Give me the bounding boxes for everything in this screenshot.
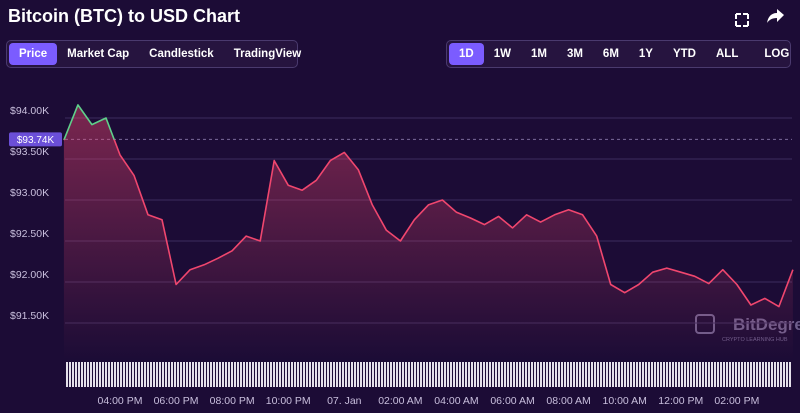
tab-button[interactable]: Price: [9, 43, 58, 65]
x-tick-label: 10:00 PM: [266, 395, 311, 407]
x-tick-label: 04:00 PM: [98, 395, 143, 407]
y-tick-label: $94.00K: [10, 105, 49, 117]
y-tick-label: $93.50K: [10, 146, 49, 158]
x-tick-label: 10:00 AM: [603, 395, 647, 407]
range-button[interactable]: YTD: [672, 48, 696, 60]
x-tick-label: 07. Jan: [327, 395, 362, 407]
range-button[interactable]: 6M: [602, 48, 619, 60]
reference-label: $93.74K: [17, 135, 55, 146]
price-line: [63, 104, 794, 308]
y-tick-label: $93.00K: [10, 187, 49, 199]
tab-button[interactable]: TradingView: [233, 48, 302, 60]
expand-icon[interactable]: [735, 13, 749, 27]
y-tick-label: $92.00K: [10, 269, 49, 281]
tab-button[interactable]: Market Cap: [67, 48, 130, 60]
x-tick-label: 08:00 AM: [546, 395, 590, 407]
watermark-name: BitDegree: [733, 315, 800, 334]
x-tick-label: 02:00 PM: [714, 395, 759, 407]
range-button[interactable]: 3M: [566, 48, 583, 60]
log-button[interactable]: LOG: [764, 48, 790, 60]
chart-title: Bitcoin (BTC) to USD Chart: [8, 6, 240, 26]
reference-badge: [9, 132, 62, 147]
price-area: [63, 104, 793, 360]
range-button[interactable]: 1M: [530, 48, 547, 60]
x-tick-label: 08:00 PM: [210, 395, 255, 407]
x-tick-label: 04:00 AM: [434, 395, 478, 407]
tab-group: Price Market Cap Candlestick TradingView: [6, 40, 301, 68]
range-group: 1D 1W 1M 3M 6M 1Y YTD ALL LOG: [446, 40, 791, 68]
y-tick-label: $91.50K: [10, 310, 49, 322]
watermark-logo: [695, 314, 715, 334]
watermark-tagline: CRYPTO LEARNING HUB: [722, 337, 788, 343]
volume-strip: [65, 362, 792, 387]
share-icon[interactable]: [767, 9, 784, 23]
x-tick-label: 02:00 AM: [378, 395, 422, 407]
range-button[interactable]: 1W: [493, 48, 511, 60]
tab-button[interactable]: Candlestick: [149, 48, 214, 60]
y-tick-label: $92.50K: [10, 228, 49, 240]
x-tick-label: 06:00 PM: [154, 395, 199, 407]
x-tick-label: 12:00 PM: [658, 395, 703, 407]
range-button[interactable]: 1D: [449, 43, 484, 65]
range-button[interactable]: 1Y: [638, 48, 653, 60]
x-tick-label: 06:00 AM: [490, 395, 534, 407]
range-button[interactable]: ALL: [715, 48, 739, 60]
grid: [65, 117, 792, 324]
